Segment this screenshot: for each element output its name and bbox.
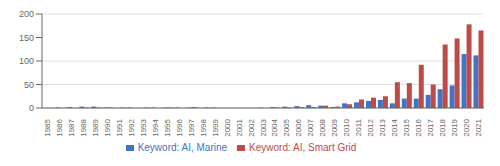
svg-text:2005: 2005	[282, 118, 291, 136]
svg-text:1992: 1992	[127, 118, 136, 136]
svg-text:1998: 1998	[199, 118, 208, 136]
svg-text:50: 50	[24, 80, 34, 90]
svg-text:2014: 2014	[390, 118, 399, 136]
svg-text:2007: 2007	[306, 118, 315, 136]
svg-text:2010: 2010	[342, 118, 351, 136]
svg-text:200: 200	[19, 9, 34, 19]
svg-text:1985: 1985	[43, 118, 52, 136]
svg-text:2015: 2015	[402, 118, 411, 136]
svg-text:1987: 1987	[67, 118, 76, 136]
svg-text:1994: 1994	[151, 118, 160, 136]
svg-text:2018: 2018	[438, 118, 447, 136]
svg-text:1988: 1988	[79, 118, 88, 136]
svg-text:1989: 1989	[91, 118, 100, 136]
svg-text:2006: 2006	[294, 118, 303, 136]
svg-text:0: 0	[29, 103, 34, 113]
svg-text:2003: 2003	[259, 118, 268, 136]
svg-text:1991: 1991	[115, 118, 124, 136]
svg-text:2020: 2020	[462, 118, 471, 136]
svg-text:2011: 2011	[354, 118, 363, 136]
svg-text:2004: 2004	[270, 118, 279, 136]
svg-text:2016: 2016	[414, 118, 423, 136]
svg-text:1986: 1986	[55, 118, 64, 136]
svg-text:2001: 2001	[235, 118, 244, 136]
svg-text:2012: 2012	[366, 118, 375, 136]
svg-text:2009: 2009	[330, 118, 339, 136]
svg-text:1999: 1999	[211, 118, 220, 136]
svg-text:2017: 2017	[426, 118, 435, 136]
svg-text:100: 100	[19, 56, 34, 66]
svg-text:2008: 2008	[318, 118, 327, 136]
svg-text:2019: 2019	[450, 118, 459, 136]
svg-text:1997: 1997	[187, 118, 196, 136]
svg-text:2013: 2013	[378, 118, 387, 136]
svg-text:1990: 1990	[103, 118, 112, 136]
svg-text:2002: 2002	[247, 118, 256, 136]
html-text:Keyword: AI, Marine: Keyword: AI, Marine	[137, 142, 228, 153]
svg-text:2000: 2000	[223, 118, 232, 136]
html-text:Keyword: AI, Smart Grid: Keyword: AI, Smart Grid	[249, 142, 357, 153]
svg-text:2021: 2021	[474, 118, 483, 136]
svg-text:1996: 1996	[175, 118, 184, 136]
svg-text:150: 150	[19, 33, 34, 43]
svg-text:1993: 1993	[139, 118, 148, 136]
svg-text:1995: 1995	[163, 118, 172, 136]
